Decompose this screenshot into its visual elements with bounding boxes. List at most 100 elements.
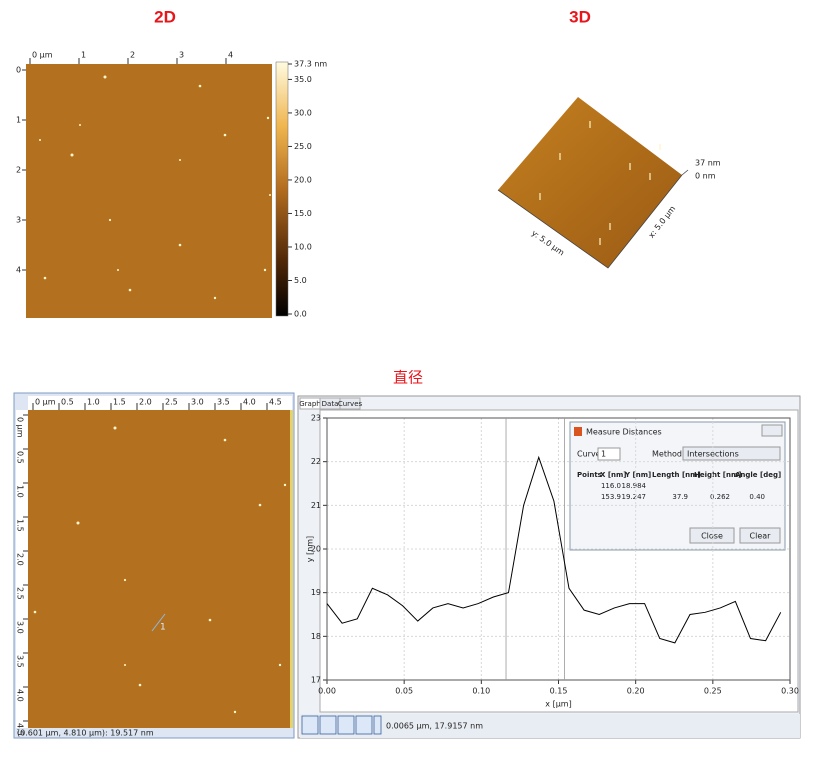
afm-image-2d (26, 64, 272, 318)
curve-value: 1 (601, 450, 606, 459)
ruler-label: 2.0 (139, 398, 152, 407)
x-tick-label: 0.10 (472, 687, 490, 696)
table-header: Points (577, 471, 602, 479)
table-header: Height [nm] (694, 471, 741, 479)
particles (33, 426, 287, 714)
colorbar-label: 10.0 (294, 242, 312, 251)
particles (39, 75, 271, 300)
ruler-label: 3.5 (16, 655, 25, 668)
x-tick-label: 1 (81, 51, 86, 60)
table-header: Length [nm] (652, 471, 701, 479)
ruler-label: 3.0 (191, 398, 204, 407)
z-min-label: 0 nm (695, 172, 716, 181)
y-tick-label: 1 (16, 116, 21, 125)
profile-curve (326, 455, 782, 644)
table-cell: 19.247 (622, 493, 647, 501)
graph-status: 0.0065 µm, 17.9157 nm (386, 722, 483, 731)
close-button[interactable] (689, 527, 735, 544)
ruler-label: 3.5 (217, 398, 230, 407)
x-tick-label: 0 µm (32, 51, 53, 60)
table-cell: 153.9 (601, 493, 621, 501)
y-axis-label: y [nm] (306, 536, 315, 562)
status-bar: (0.601 µm, 4.810 µm): 19.517 nm (17, 729, 154, 738)
left-ruler (16, 410, 28, 728)
ruler-label: 2.5 (165, 398, 178, 407)
x-tick-label: 3 (179, 51, 184, 60)
y-tick-label: 22 (311, 457, 321, 466)
x-tick-label: 4 (228, 51, 233, 60)
x-tick-label: 0.15 (550, 687, 568, 696)
profile-line (151, 613, 166, 632)
top-ruler (28, 396, 292, 410)
dialog-close-x[interactable] (761, 424, 783, 437)
ruler-label: 1.5 (16, 519, 25, 532)
colorbar-label: 20.0 (294, 175, 312, 184)
colorbar-label: 35.0 (294, 75, 312, 84)
profile-label: 1 (160, 623, 166, 633)
clear-label[interactable]: Clear (750, 532, 772, 541)
table-header: Angle [deg] (735, 471, 781, 479)
afm-image (28, 410, 290, 728)
tab-label[interactable]: Curves (338, 400, 363, 408)
plot-frame (326, 417, 791, 681)
colorbar-label: 5.0 (294, 276, 307, 285)
table-cell: 18.984 (622, 482, 647, 490)
y-tick-label: 2 (16, 166, 21, 175)
dialog-icon (574, 427, 582, 436)
afm-surface-3d (498, 97, 682, 268)
tab-label[interactable]: Data (322, 400, 339, 408)
ruler-label: 4.0 (16, 689, 25, 702)
y-tick-label: 20 (311, 545, 321, 554)
diameter-title: 直径 (393, 369, 423, 387)
method-select[interactable] (682, 446, 781, 461)
table-header: Y [nm] (624, 471, 651, 479)
graph-toolbar (300, 714, 800, 738)
x-tick-label: 0.20 (627, 687, 645, 696)
ruler-label: 0 µm (16, 417, 25, 438)
dialog-title: Measure Distances (586, 428, 662, 437)
toolbar-buttons[interactable] (301, 715, 382, 735)
y-tick-label: 0 (16, 66, 21, 75)
x-axis-label: x [µm] (545, 700, 571, 709)
colorbar-strip (290, 410, 293, 728)
colorbar-label: 30.0 (294, 108, 312, 117)
curve-spin[interactable] (597, 447, 621, 461)
x-tick-label: 0.25 (704, 687, 722, 696)
ruler-label: 0.5 (61, 398, 74, 407)
y-tick-label: 18 (311, 632, 321, 641)
colorbar-label: 25.0 (294, 142, 312, 151)
table-header: X [nm] (600, 471, 627, 479)
close-label[interactable]: Close (701, 532, 723, 541)
ruler-label: 1.5 (113, 398, 126, 407)
ruler-label: 0.5 (16, 451, 25, 464)
ruler-label: 4.0 (243, 398, 256, 407)
colorbar (275, 61, 289, 317)
surface-edge (497, 174, 683, 269)
tab[interactable] (339, 397, 361, 410)
ruler-label: 2.0 (16, 553, 25, 566)
colorbar-label: 15.0 (294, 209, 312, 218)
y-tick-label: 21 (311, 501, 321, 510)
ruler-label: 1.0 (16, 485, 25, 498)
y-tick-label: 3 (16, 216, 21, 225)
x-tick-label: 0.30 (781, 687, 799, 696)
clear-button[interactable] (739, 527, 781, 544)
curve-label: Curve: (577, 450, 603, 459)
table-cell: 0.40 (749, 493, 765, 501)
colorbar-label: 37.3 nm (294, 60, 327, 69)
peaks-3d (539, 121, 661, 245)
title-3d: 3D (569, 7, 591, 26)
ruler-label: 2.5 (16, 587, 25, 600)
x-tick-label: 0.05 (395, 687, 413, 696)
z-max-label: 37 nm (695, 159, 721, 168)
ruler-label: 4.5 (16, 723, 25, 736)
table-cell: 37.9 (672, 493, 688, 501)
y-tick-label: 23 (311, 414, 321, 423)
ruler-label: 3.0 (16, 621, 25, 634)
method-label: Method: (652, 450, 685, 459)
y-tick-label: 19 (311, 588, 321, 597)
ruler-label: 4.5 (269, 398, 282, 407)
x-tick-label: 2 (130, 51, 135, 60)
tab-label[interactable]: Graph (299, 400, 320, 408)
